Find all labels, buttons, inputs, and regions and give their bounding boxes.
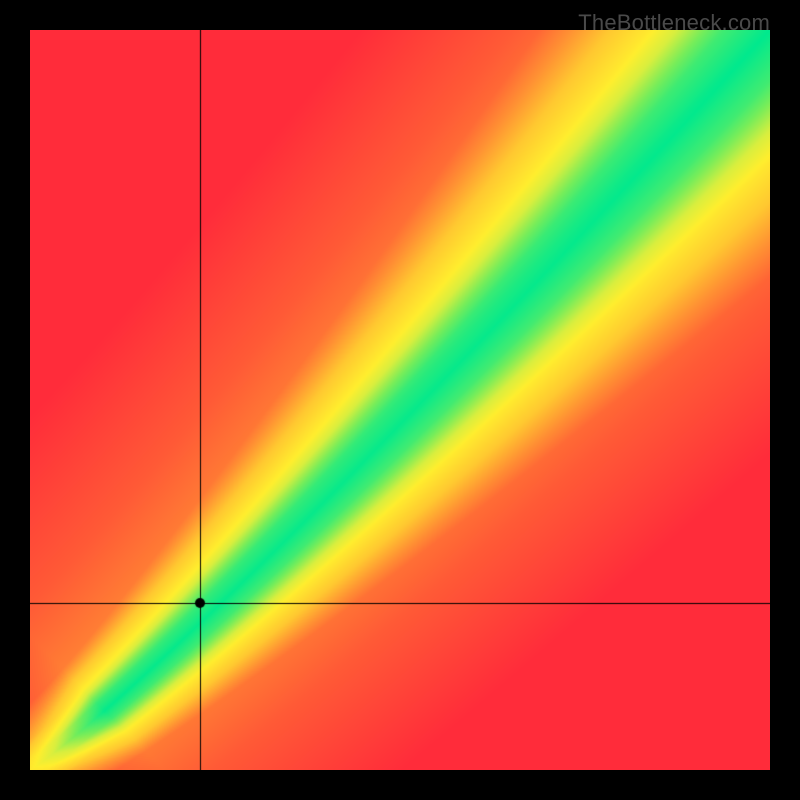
watermark-text: TheBottleneck.com: [578, 10, 770, 36]
heatmap-canvas: [30, 30, 770, 770]
heatmap-plot: [30, 30, 770, 770]
